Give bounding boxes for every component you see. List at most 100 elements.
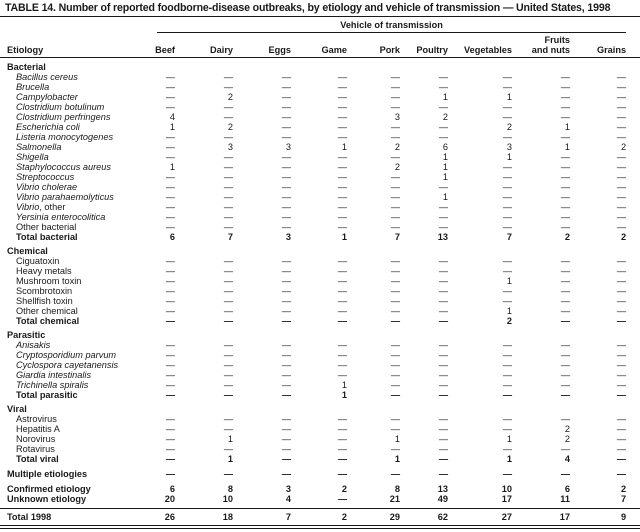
value-cell: 7 (506, 232, 512, 242)
value-cell: 1 (394, 434, 400, 444)
value-cell: — (337, 102, 347, 112)
value-cell: 6 (442, 142, 448, 152)
value-cell: — (390, 132, 400, 142)
value-cell: — (165, 306, 175, 316)
value-cell: — (165, 132, 175, 142)
value-cell: 10 (222, 494, 233, 504)
table-row: Trichinella spiralis — — — 1 — — — — — (0, 380, 640, 390)
column-header: Vegetables (448, 33, 512, 58)
value-cell: 2 (620, 142, 627, 152)
table-row: Total viral — 1 — — 1 — 1 4 — (0, 454, 640, 464)
value-cell: — (438, 454, 448, 464)
etiology-label: Brucella (16, 82, 50, 92)
value-cell: — (616, 192, 627, 202)
value-cell: — (223, 182, 233, 192)
value-cell: — (281, 414, 291, 424)
span-header-spacer (0, 17, 112, 33)
table-title: TABLE 14. Number of reported foodborne-d… (0, 3, 640, 17)
value-cell: — (337, 494, 347, 504)
value-cell: — (560, 162, 570, 172)
value-cell: — (165, 102, 175, 112)
column-header: Game (291, 33, 347, 58)
etiology-label: Rotavirus (16, 444, 55, 454)
value-cell: 1 (506, 276, 512, 286)
value-cell: — (616, 92, 627, 102)
table-row: Bacterial (0, 58, 640, 72)
value-cell: — (390, 266, 400, 276)
value-cell: — (281, 296, 291, 306)
value-cell: — (560, 266, 570, 276)
table-row: Clostridium perfringens 4 — — — 3 2 — — — (0, 112, 640, 122)
value-cell: 1 (442, 152, 448, 162)
value-cell: — (616, 340, 627, 350)
value-cell: 8 (227, 484, 233, 494)
etiology-label: Vibrio cholerae (16, 182, 78, 192)
value-cell: — (616, 202, 627, 212)
table-row: Listeria monocytogenes — — — — — — — — — (0, 132, 640, 142)
value-cell: — (223, 256, 233, 266)
span-header-row: Vehicle of transmission (0, 17, 640, 33)
value-cell: — (281, 172, 291, 182)
value-cell: — (281, 152, 291, 162)
value-cell: — (165, 182, 175, 192)
value-cell: — (560, 360, 570, 370)
etiology-label: Staphylococcus aureus (16, 162, 111, 172)
value-cell: — (337, 340, 347, 350)
table-row: Other chemical — — — — — — 1 — — (0, 306, 640, 316)
value-cell: — (223, 370, 233, 380)
value-cell: — (337, 370, 347, 380)
value-cell: — (390, 72, 400, 82)
value-cell: — (560, 212, 570, 222)
value-cell: — (165, 202, 175, 212)
value-cell: — (616, 469, 627, 479)
value-cell: 1 (506, 92, 512, 102)
value-cell: — (337, 182, 347, 192)
value-cell: 3 (506, 142, 512, 152)
value-cell: — (337, 202, 347, 212)
value-cell: — (281, 434, 291, 444)
value-cell: — (560, 276, 570, 286)
value-cell: — (438, 434, 448, 444)
value-cell: — (616, 286, 627, 296)
value-cell: — (165, 350, 175, 360)
value-cell: — (281, 122, 291, 132)
etiology-label: Anisakis (16, 340, 51, 350)
value-cell: 1 (442, 92, 448, 102)
value-cell: — (337, 82, 347, 92)
value-cell: — (560, 444, 570, 454)
value-cell: — (337, 306, 347, 316)
value-cell: 2 (620, 232, 627, 242)
table-row: Unknown etiology 20 10 4 — 21 49 17 11 7 (0, 494, 640, 509)
table-row: Ciguatoxin — — — — — — — — — (0, 256, 640, 266)
value-cell: — (390, 276, 400, 286)
table-row: Mushroom toxin — — — — — — 1 — — (0, 276, 640, 286)
value-cell: — (165, 222, 175, 232)
value-cell: — (281, 340, 291, 350)
etiology-label: Total 1998 (0, 508, 112, 529)
etiology-label: Total chemical (16, 316, 80, 326)
value-cell: 1 (564, 142, 570, 152)
value-cell: — (165, 72, 175, 82)
value-cell: — (223, 469, 233, 479)
value-cell: — (337, 454, 347, 464)
value-cell: — (223, 266, 233, 276)
value-cell: — (223, 152, 233, 162)
table-row: Shellfish toxin — — — — — — — — — (0, 296, 640, 306)
value-cell: — (560, 256, 570, 266)
table-row: Total chemical — — — — — — 2 — — (0, 316, 640, 326)
value-cell: — (165, 340, 175, 350)
value-cell: — (165, 192, 175, 202)
value-cell: 2 (227, 122, 233, 132)
etiology-label: Cyclospora cayetanensis (16, 360, 119, 370)
value-cell: — (616, 182, 627, 192)
value-cell: — (616, 316, 627, 326)
value-cell: — (438, 266, 448, 276)
table-row: Staphylococcus aureus 1 — — — 2 1 — — — (0, 162, 640, 172)
value-cell: — (502, 112, 512, 122)
table-row: Vibrio, other — — — — — — — — — (0, 202, 640, 212)
value-cell: — (390, 152, 400, 162)
value-cell: — (337, 162, 347, 172)
value-cell: — (165, 172, 175, 182)
value-cell: — (502, 202, 512, 212)
value-cell: 1 (442, 172, 448, 182)
